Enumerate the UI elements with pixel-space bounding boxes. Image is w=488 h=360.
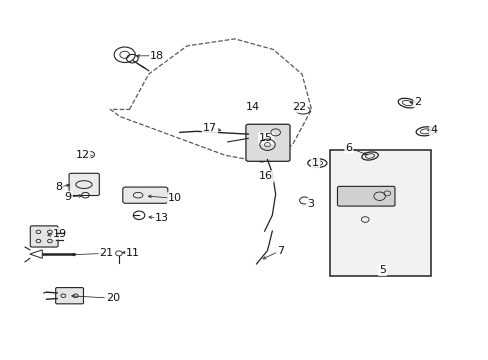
FancyBboxPatch shape [56, 288, 83, 304]
Text: 21: 21 [99, 248, 113, 258]
Text: 10: 10 [168, 193, 182, 203]
Text: 5: 5 [378, 265, 385, 275]
Text: 19: 19 [53, 229, 67, 239]
Text: 17: 17 [203, 123, 217, 133]
Text: 12: 12 [75, 150, 89, 159]
FancyBboxPatch shape [245, 124, 289, 161]
Text: 16: 16 [259, 171, 272, 181]
FancyBboxPatch shape [30, 226, 58, 247]
Text: 22: 22 [292, 102, 306, 112]
Text: 7: 7 [276, 246, 284, 256]
Text: 1: 1 [311, 158, 318, 168]
FancyBboxPatch shape [122, 187, 167, 203]
Text: 11: 11 [126, 248, 140, 258]
Text: 14: 14 [245, 102, 260, 112]
Bar [329, 150, 430, 276]
Text: 8: 8 [55, 182, 62, 192]
FancyBboxPatch shape [337, 186, 394, 206]
Text: 9: 9 [64, 192, 72, 202]
Text: 6: 6 [345, 143, 352, 153]
Text: 18: 18 [150, 51, 164, 61]
Text: 20: 20 [105, 293, 120, 303]
Text: 4: 4 [429, 125, 436, 135]
Text: 15: 15 [259, 133, 272, 143]
FancyBboxPatch shape [69, 173, 99, 195]
Text: 2: 2 [413, 97, 421, 107]
Text: 3: 3 [306, 199, 313, 209]
Text: 13: 13 [155, 213, 169, 223]
